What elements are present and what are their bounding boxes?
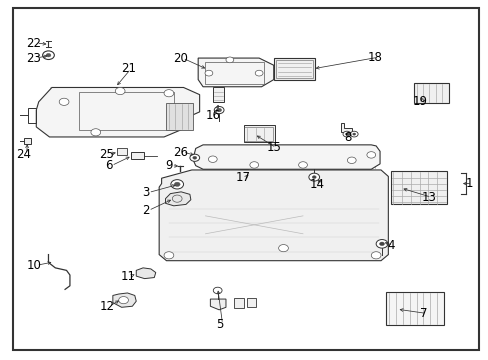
Bar	[269, 160, 278, 169]
Text: 13: 13	[421, 191, 435, 204]
Circle shape	[375, 239, 387, 248]
Text: 14: 14	[309, 178, 325, 191]
Bar	[244, 127, 272, 141]
Circle shape	[346, 157, 355, 163]
Circle shape	[163, 252, 173, 259]
Text: 6: 6	[105, 159, 112, 172]
Text: 8: 8	[344, 131, 351, 144]
Polygon shape	[193, 145, 379, 169]
Bar	[205, 62, 264, 84]
Circle shape	[225, 57, 233, 63]
Bar	[131, 152, 143, 159]
Text: 3: 3	[142, 186, 149, 199]
Circle shape	[204, 70, 212, 76]
Circle shape	[349, 131, 357, 137]
Bar	[273, 58, 315, 80]
Text: 16: 16	[205, 109, 220, 122]
Circle shape	[345, 133, 347, 135]
Bar	[276, 60, 312, 78]
Circle shape	[255, 70, 263, 76]
Polygon shape	[340, 123, 351, 132]
Circle shape	[366, 152, 375, 158]
Text: 15: 15	[266, 141, 281, 154]
Circle shape	[352, 133, 355, 135]
Text: 17: 17	[236, 171, 250, 184]
Bar	[246, 298, 255, 307]
Circle shape	[213, 287, 222, 294]
Circle shape	[192, 156, 196, 159]
Circle shape	[174, 182, 180, 186]
Circle shape	[379, 242, 384, 246]
Circle shape	[91, 129, 101, 136]
Circle shape	[249, 162, 258, 168]
Bar	[385, 292, 444, 325]
Text: 5: 5	[216, 318, 224, 331]
Polygon shape	[165, 192, 190, 206]
Bar	[239, 160, 248, 169]
Polygon shape	[36, 87, 199, 137]
Polygon shape	[113, 293, 136, 307]
Polygon shape	[210, 299, 225, 310]
Circle shape	[59, 98, 69, 105]
Circle shape	[370, 252, 380, 259]
Bar	[212, 87, 223, 102]
Text: 4: 4	[386, 239, 394, 252]
Circle shape	[312, 176, 316, 179]
Circle shape	[119, 297, 128, 304]
Circle shape	[298, 162, 307, 168]
Text: 11: 11	[121, 270, 136, 283]
Text: 21: 21	[121, 62, 136, 75]
Text: 7: 7	[419, 307, 427, 320]
Circle shape	[163, 90, 173, 97]
Circle shape	[216, 108, 221, 112]
Bar	[413, 83, 448, 103]
Circle shape	[42, 51, 54, 59]
Text: 26: 26	[172, 145, 187, 158]
Text: 10: 10	[26, 259, 41, 272]
Circle shape	[170, 180, 183, 189]
Bar	[243, 125, 275, 142]
Bar	[79, 92, 173, 130]
Text: 18: 18	[367, 51, 382, 64]
Text: 20: 20	[172, 51, 187, 64]
Circle shape	[278, 244, 288, 252]
Bar	[233, 298, 244, 309]
Text: 22: 22	[26, 36, 41, 50]
Text: 24: 24	[17, 148, 32, 161]
Circle shape	[46, 53, 51, 57]
Text: 23: 23	[26, 51, 41, 64]
Polygon shape	[136, 268, 156, 279]
Bar	[390, 171, 446, 204]
Circle shape	[342, 131, 350, 137]
Polygon shape	[198, 58, 273, 87]
Polygon shape	[159, 170, 387, 261]
Circle shape	[308, 173, 319, 181]
Circle shape	[214, 107, 224, 114]
Polygon shape	[24, 138, 31, 144]
Bar	[117, 148, 127, 155]
Text: 9: 9	[165, 159, 172, 172]
Circle shape	[115, 87, 125, 95]
Bar	[166, 103, 193, 130]
Text: 12: 12	[99, 300, 114, 313]
Circle shape	[208, 156, 217, 162]
Circle shape	[189, 154, 199, 161]
Text: 2: 2	[142, 204, 149, 217]
Text: 1: 1	[465, 177, 472, 190]
Text: 25: 25	[100, 148, 114, 161]
Text: 19: 19	[412, 95, 427, 108]
